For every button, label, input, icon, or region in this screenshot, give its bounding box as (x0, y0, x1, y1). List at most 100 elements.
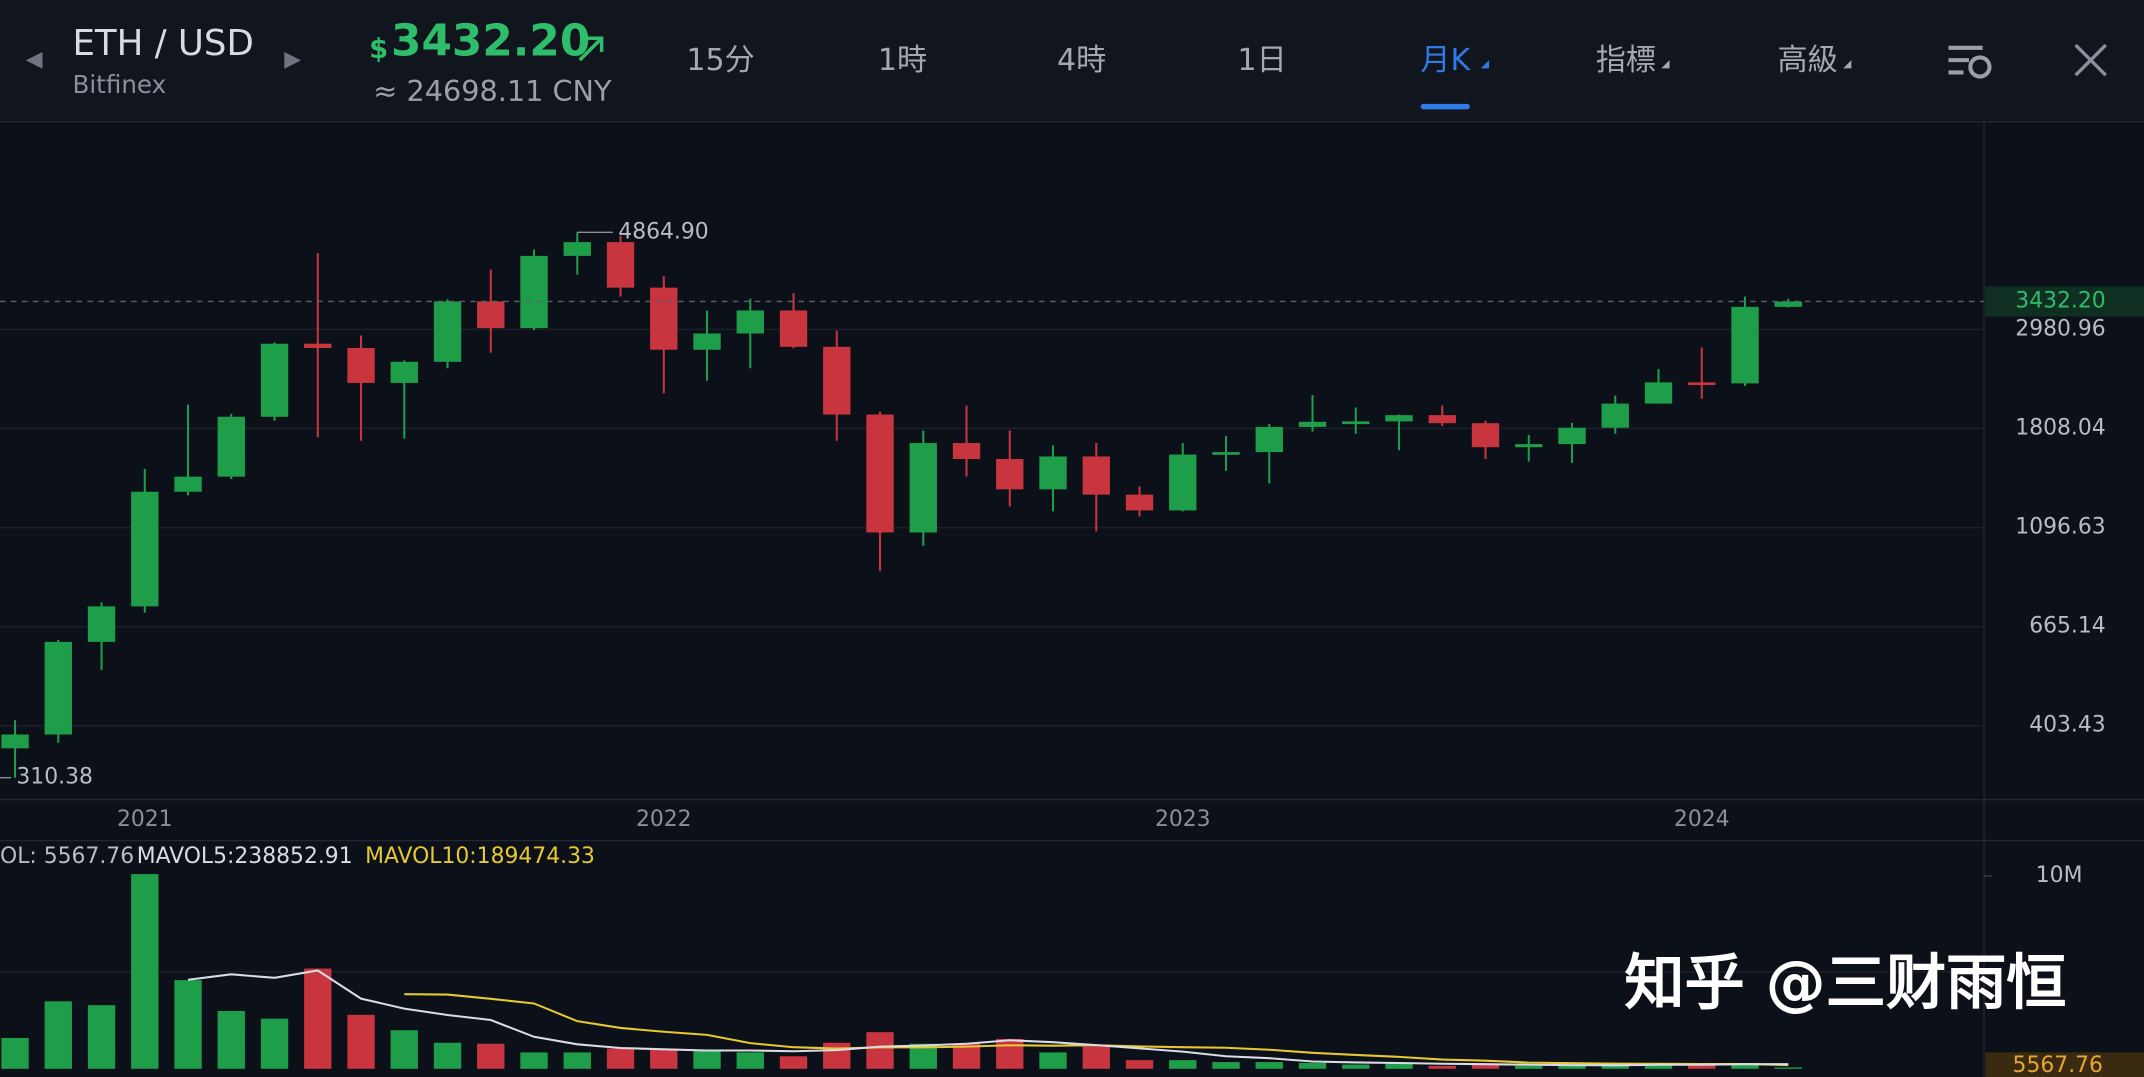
pair: ETH / USD (72, 23, 253, 64)
volume-bar (174, 980, 202, 1069)
volume-bar (1082, 1046, 1110, 1069)
volume-bar (304, 968, 332, 1069)
settings-icon[interactable] (1948, 45, 1992, 79)
y-tick-label: 2980.96 (2015, 316, 2105, 341)
y-tick-label: 1096.63 (2015, 515, 2105, 540)
volume-bar (44, 1001, 72, 1069)
candle-body (996, 459, 1024, 490)
candle-body (1688, 382, 1716, 386)
price-symbol: $ (369, 34, 388, 65)
candle-body (866, 414, 894, 533)
volume-bar (1558, 1065, 1586, 1069)
candle-body (650, 287, 678, 350)
exchange: Bitfinex (72, 70, 166, 99)
candle-body (1125, 494, 1154, 511)
candle-body (304, 343, 332, 348)
volume-bar (1212, 1062, 1240, 1069)
volume-bar (390, 1030, 418, 1069)
cny-price: ≈ 24698.11 CNY (373, 74, 612, 108)
chart-bg (0, 121, 2144, 1077)
tab[interactable]: 1時 (878, 43, 927, 78)
price: 3432.20 (391, 16, 590, 67)
candle-body (520, 255, 548, 329)
candle-body (217, 416, 245, 477)
volume-bar (477, 1043, 505, 1069)
candle-body (87, 606, 116, 642)
header-bg (0, 0, 2144, 121)
max-label: 4864.90 (618, 219, 708, 244)
tab[interactable]: 指標 (1596, 43, 1656, 78)
candle-body (1, 734, 29, 749)
candle-body (1039, 456, 1067, 490)
ma5-line (187, 969, 1789, 1067)
candle-body (606, 242, 635, 288)
candle-body (1255, 426, 1283, 453)
last-price-box (1985, 286, 2144, 317)
last-price-label: 3432.20 (2015, 288, 2105, 313)
tab[interactable]: 15分 (686, 43, 754, 78)
candle-body (44, 641, 72, 735)
volume-bar (1342, 1064, 1370, 1069)
next-pair[interactable]: ▶ (284, 47, 301, 72)
volume-bar (1169, 1060, 1197, 1069)
y-tick-label: 665.14 (2029, 614, 2106, 639)
tab-underline (1420, 103, 1470, 110)
candle-body (1471, 423, 1500, 448)
volume-bar (1039, 1052, 1067, 1069)
tab[interactable]: 月K (1420, 43, 1471, 78)
volume-bar (1298, 1063, 1327, 1069)
candle-body (693, 333, 721, 350)
volume-bar (131, 874, 159, 1069)
candle-body (823, 346, 851, 415)
volume-bar (823, 1042, 851, 1069)
candle-body (390, 361, 418, 383)
candle-body (477, 301, 505, 329)
vol-last-label: 5567.76 (2013, 1053, 2103, 1077)
volume-bar (217, 1010, 245, 1069)
candle-body (131, 491, 159, 607)
candle-body (952, 443, 981, 460)
volume-bar (1515, 1065, 1543, 1069)
volume-bar (260, 1018, 289, 1069)
prev-pair[interactable]: ◀ (26, 47, 43, 72)
volume-bar (87, 1005, 116, 1069)
volume-bar (1688, 1064, 1716, 1069)
candle-body (779, 310, 808, 347)
x-tick-label: 2024 (1674, 807, 1730, 832)
candle-body (1169, 454, 1197, 511)
candle-body (1428, 415, 1456, 424)
volume-bar (693, 1049, 721, 1069)
volume-bar (1644, 1063, 1673, 1069)
tab[interactable]: 1日 (1237, 43, 1286, 78)
volume-bar (1774, 1067, 1802, 1069)
candle-body (347, 347, 375, 383)
tab[interactable]: 4時 (1057, 43, 1106, 78)
volume-bar (952, 1043, 981, 1069)
ma10-label: MAVOL10:189474.33 (365, 844, 595, 869)
volume-bar (433, 1042, 462, 1069)
tab[interactable]: 高級 (1778, 43, 1838, 78)
volume-bar (779, 1056, 808, 1069)
candle-body (260, 343, 289, 417)
min-label: 310.38 (16, 765, 93, 790)
candle-body (909, 443, 937, 533)
volume-bar (1, 1037, 29, 1069)
volume-bar (1601, 1064, 1629, 1069)
volume-bar (563, 1052, 591, 1069)
volume-bar (1471, 1064, 1500, 1069)
volume-bar (520, 1052, 548, 1069)
volume-bar (1731, 1063, 1759, 1069)
candle-body (736, 310, 764, 334)
y2-tick-label: 10M (2036, 863, 2083, 888)
volume-bar (736, 1052, 764, 1069)
candle-body (1774, 301, 1802, 307)
volume-bar (650, 1049, 678, 1069)
candle-body (1515, 444, 1543, 448)
candle-body (1342, 421, 1370, 425)
volume-bar (1255, 1062, 1283, 1069)
close-button[interactable] (2074, 43, 2107, 77)
ma5-label: MAVOL5:238852.91 (137, 844, 353, 869)
candle-body (433, 301, 462, 362)
candle-body (1731, 306, 1759, 384)
